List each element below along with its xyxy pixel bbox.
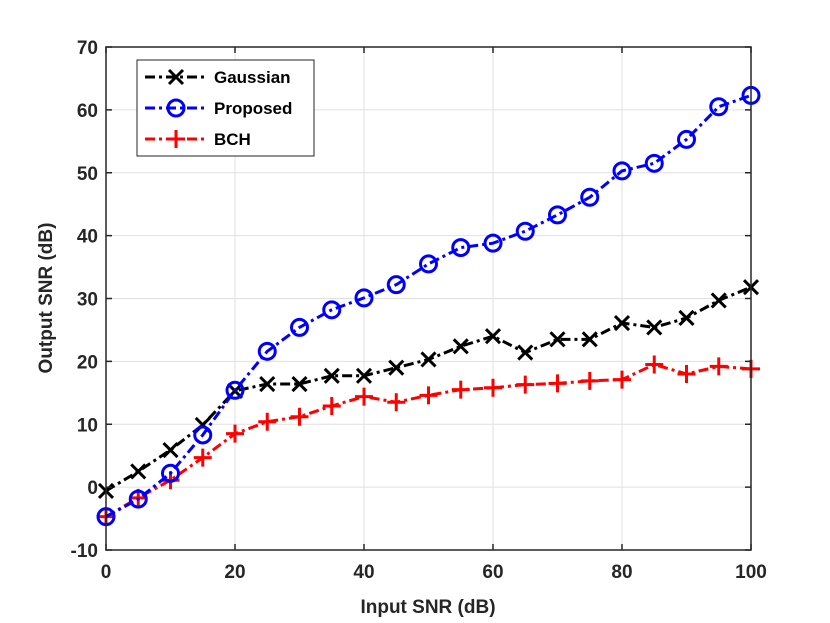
bch-point xyxy=(193,448,212,467)
proposed-point xyxy=(128,489,148,509)
x-tick-label: 20 xyxy=(224,562,245,583)
bch-point xyxy=(516,375,535,394)
y-tick-label: -10 xyxy=(71,541,98,562)
gaussian-point xyxy=(323,367,340,384)
series-gaussian xyxy=(97,279,760,499)
legend-proposed-point xyxy=(166,98,186,118)
bch-point xyxy=(645,355,664,374)
series-bch xyxy=(97,355,760,526)
gaussian-point xyxy=(710,292,727,309)
gaussian-point xyxy=(388,359,405,376)
proposed-point xyxy=(580,187,600,207)
proposed-point xyxy=(612,161,632,181)
x-tick-label: 40 xyxy=(353,562,374,583)
x-tick-label: 0 xyxy=(101,562,112,583)
x-tick-label: 60 xyxy=(482,562,503,583)
gaussian-point xyxy=(420,351,437,368)
bch-point xyxy=(484,378,502,397)
series-layer xyxy=(96,85,761,527)
gaussian-point xyxy=(613,314,631,332)
bch-point xyxy=(419,386,438,405)
bch-point xyxy=(548,374,567,393)
bch-point xyxy=(709,357,728,376)
y-tick-label: 50 xyxy=(77,164,98,185)
bch-point xyxy=(613,370,631,389)
gaussian-point xyxy=(581,331,598,348)
legend: Gaussian Proposed BCH xyxy=(136,59,315,157)
x-tick-label: 80 xyxy=(611,562,632,583)
bch-point xyxy=(226,424,244,443)
bch-point xyxy=(258,412,277,431)
legend-gaussian-label: Gaussian xyxy=(214,68,291,87)
bch-point xyxy=(677,364,696,383)
legend-bch-label: BCH xyxy=(214,130,251,149)
proposed-point xyxy=(677,129,696,149)
gaussian-point xyxy=(549,331,566,348)
proposed-point xyxy=(451,238,471,258)
proposed-point xyxy=(483,233,503,253)
y-tick-label: 70 xyxy=(77,38,98,59)
y-tick-label: 0 xyxy=(87,478,98,499)
proposed-point xyxy=(548,205,567,225)
proposed-point xyxy=(515,221,535,241)
gaussian-point xyxy=(355,367,373,384)
gaussian-point xyxy=(162,441,179,459)
legend-item-bch: BCH xyxy=(145,130,251,149)
y-tick-label: 60 xyxy=(77,101,98,122)
legend-item-gaussian: Gaussian xyxy=(145,68,291,87)
gaussian-point xyxy=(517,344,534,361)
series-proposed xyxy=(96,85,761,527)
gaussian-point xyxy=(291,375,308,393)
x-axis-title: Input SNR (dB) xyxy=(360,597,495,618)
proposed-point xyxy=(161,463,180,483)
legend-item-proposed: Proposed xyxy=(145,98,292,118)
proposed-point xyxy=(386,275,406,295)
legend-gaussian-point xyxy=(167,68,185,86)
gaussian-point xyxy=(130,463,147,480)
y-axis-title: Output SNR (dB) xyxy=(36,223,57,374)
bch-point xyxy=(451,380,470,399)
proposed-point xyxy=(257,341,277,361)
y-tick-label: 10 xyxy=(77,415,98,436)
series-proposed-line xyxy=(105,93,752,519)
gaussian-point xyxy=(646,319,663,336)
x-tick-label: 100 xyxy=(735,562,767,583)
y-tick-label: 40 xyxy=(77,227,98,248)
proposed-point xyxy=(225,380,245,400)
bch-point xyxy=(355,387,373,406)
y-tick-label: 20 xyxy=(77,352,98,373)
gaussian-point xyxy=(259,375,276,393)
gaussian-point xyxy=(678,309,695,327)
gaussian-point xyxy=(452,338,469,355)
proposed-point xyxy=(644,153,664,173)
proposed-point xyxy=(193,425,213,445)
proposed-point xyxy=(419,254,438,274)
proposed-point xyxy=(290,317,309,337)
proposed-point xyxy=(354,288,374,308)
legend-proposed-label: Proposed xyxy=(214,99,292,118)
bch-point xyxy=(322,397,341,416)
proposed-point xyxy=(709,97,729,117)
proposed-point xyxy=(322,300,342,320)
legend-bch-point xyxy=(167,130,185,148)
series-bch-line xyxy=(105,362,752,518)
bch-point xyxy=(580,371,599,390)
gaussian-point xyxy=(484,328,502,345)
bch-point xyxy=(290,407,309,426)
bch-point xyxy=(387,393,406,412)
y-tick-label: 30 xyxy=(77,290,98,311)
